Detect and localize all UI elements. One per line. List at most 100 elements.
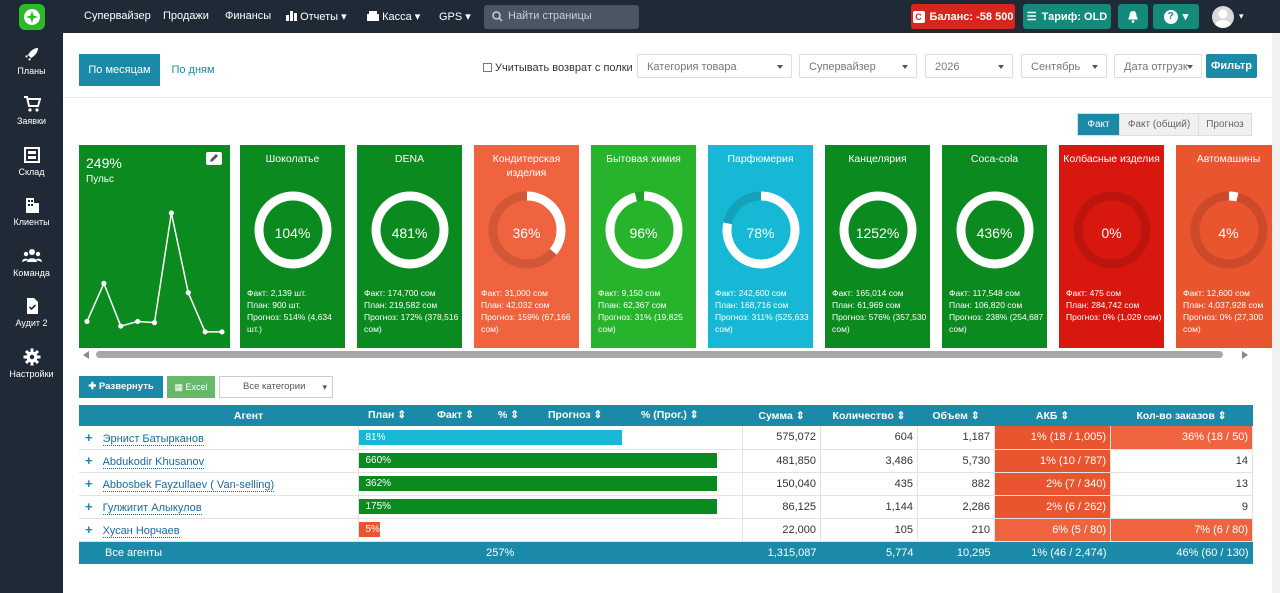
tariff-button[interactable]: ☰ Тариф: OLD [1023,4,1111,29]
sidebar-item-warehouse[interactable]: Склад [0,146,63,177]
search-input[interactable]: Найти страницы [484,5,639,29]
col-qty[interactable]: Количество ⇕ [820,405,918,426]
nav-finance[interactable]: Финансы [225,10,272,22]
tab-by-months[interactable]: По месяцам [79,54,160,86]
expand-row-icon[interactable]: + [85,499,93,514]
col-percent[interactable]: % ⇕ [498,409,520,421]
card-fact: Факт: 165,014 сом [832,288,904,298]
nav-sales[interactable]: Продажи [163,10,209,22]
col-akb[interactable]: АКБ ⇕ [994,405,1111,426]
table-row[interactable]: + Abdukodir Khusanov 660% 481,850 3,486 5,730… [79,449,1253,473]
col-volume-label: Объем [932,409,968,422]
nav-supervisor[interactable]: Супервайзер [84,10,151,22]
col-volume[interactable]: Объем ⇕ [917,405,995,426]
filter-button[interactable]: Фильтр [1206,54,1257,78]
month-select[interactable]: Сентябрь [1021,54,1107,78]
category-card[interactable]: Канцелярия 1252% Факт: 165,014 сом План: 61… [825,145,930,348]
category-card[interactable]: DENA 481% Факт: 174,700 сом План: 219,582 с… [357,145,462,348]
tab-forecast[interactable]: Прогноз [1198,114,1251,135]
return-checkbox[interactable] [483,63,492,72]
agent-name-link[interactable]: Эрнист Батырканов [102,432,204,446]
tab-fact[interactable]: Факт [1078,114,1119,135]
volume-cell: 2,286 [917,495,995,519]
category-select[interactable]: Категория товара [637,54,792,78]
excel-button[interactable]: ▦ Excel [167,376,215,398]
app-logo[interactable] [19,4,45,30]
agent-name-link[interactable]: Хусан Норчаев [102,525,180,538]
help-button[interactable]: ? ▾ [1153,4,1199,29]
card-forecast: Прогноз: 0% (27,300 сом) [1183,312,1264,334]
category-card[interactable]: Coca-cola 436% Факт: 117,548 сом План: 106,… [942,145,1047,348]
card-percent: 36% [512,225,541,241]
scroll-right-icon[interactable] [1242,351,1248,359]
nav-cash[interactable]: Касса ▾ [367,10,420,23]
pulse-sparkline [84,210,225,335]
progress-ring [371,191,449,269]
categories-select[interactable]: Все категории ▾ [219,376,333,398]
tab-fact-total[interactable]: Факт (общий) [1119,114,1198,135]
category-card[interactable]: Колбасные изделия 0% Факт: 475 сом План: 28… [1059,145,1164,348]
table-row[interactable]: + Хусан Норчаев 5% 22,000 105 210 6% (5 / 80) 7… [79,518,1253,542]
card-percent: 481% [391,225,428,241]
pulse-card[interactable]: 249% Пульс [79,145,230,348]
agent-name-link[interactable]: Abbosbek Fayzullaev ( Van-selling) [102,479,275,492]
user-menu-caret[interactable]: ▾ [1239,11,1244,21]
edit-icon[interactable] [206,152,222,165]
nav-gps[interactable]: GPS ▾ [439,11,471,23]
cards-scrollbar[interactable] [79,350,1253,359]
page-scrollbar[interactable] [1272,33,1280,593]
col-agent[interactable]: Агент [79,405,358,426]
sidebar-item-orders[interactable]: Заявки [0,95,63,126]
categories-select-value: Все категории [243,381,306,392]
agent-name-link[interactable]: Гулжигит Алыкулов [102,502,202,515]
expand-all-button[interactable]: ✚ Развернуть все [79,376,163,414]
balance-button[interactable]: C Баланс: -58 500 [911,4,1015,29]
supervisor-select[interactable]: Супервайзер [799,54,917,78]
expand-row-icon[interactable]: + [85,453,93,468]
scroll-thumb[interactable] [96,351,1223,358]
cart-icon [23,96,41,112]
sidebar-item-clients[interactable]: Клиенты [0,196,63,227]
col-orders[interactable]: Кол-во заказов ⇕ [1110,405,1253,426]
user-avatar[interactable] [1212,6,1234,28]
sidebar-item-team[interactable]: Команда [0,247,63,278]
plan-bar-cell: 5% [358,518,743,542]
qty-cell: 3,486 [820,449,918,473]
year-select[interactable]: 2026 [925,54,1013,78]
table-row[interactable]: + Гулжигит Алыкулов 175% 86,125 1,144 2,286 2%… [79,495,1253,519]
category-card[interactable]: Шоколатье 104% Факт: 2,139 шт. План: 900 шт… [240,145,345,348]
category-card[interactable]: Кондитерская изделия 36% Факт: 31,000 сом П… [474,145,579,348]
category-card[interactable]: Парфюмерия 78% Факт: 242,600 сом План: 168,… [708,145,813,348]
plan-bar-cell: 81% [358,426,743,450]
card-title: Канцелярия [848,153,907,165]
notifications-button[interactable] [1118,4,1148,29]
table-row[interactable]: + Abbosbek Fayzullaev ( Van-selling) 362% 1… [79,472,1253,496]
tab-by-days[interactable]: По дням [171,64,215,76]
expand-row-icon[interactable]: + [85,476,93,491]
scroll-left-icon[interactable] [83,351,89,359]
agents-table: Агент План ⇕ Факт ⇕ % ⇕ Прогноз ⇕ % (Про… [79,405,1253,564]
expand-row-icon[interactable]: + [85,522,93,537]
col-forecast[interactable]: Прогноз ⇕ [548,409,603,421]
col-orders-label: Кол-во заказов [1136,409,1215,422]
category-card[interactable]: Автомашины 4% Факт: 12,600 сом План: 4,037,… [1176,145,1280,348]
table-row[interactable]: + Эрнист Батырканов 81% 575,072 604 1,187 1% (… [79,426,1253,450]
category-card[interactable]: Бытовая химия 96% Факт: 9,150 сом План: 62,… [591,145,696,348]
sidebar-item-settings[interactable]: Настройки [0,348,63,379]
return-toggle[interactable]: Учитывать возврат с полки [483,62,633,74]
footer-label: Все агенты [105,546,163,559]
col-sum[interactable]: Сумма ⇕ [742,405,821,426]
nav-reports[interactable]: Отчеты ▾ [286,10,347,23]
col-plan[interactable]: План ⇕ [368,409,407,421]
sidebar-item-plans[interactable]: Планы [0,45,63,76]
col-fact[interactable]: Факт ⇕ [437,409,474,421]
agent-name-link[interactable]: Abdukodir Khusanov [102,456,205,469]
sum-cell: 86,125 [742,495,821,519]
footer-percent: 257% [486,546,515,559]
sidebar-item-audit[interactable]: Аудит 2 [0,297,63,328]
col-forecast-percent[interactable]: % (Прог.) ⇕ [641,409,699,421]
expand-row-icon[interactable]: + [85,429,93,445]
chevron-down-icon [1092,65,1098,69]
date-type-select[interactable]: Дата отгрузк [1114,54,1202,78]
qty-cell: 604 [820,426,918,450]
